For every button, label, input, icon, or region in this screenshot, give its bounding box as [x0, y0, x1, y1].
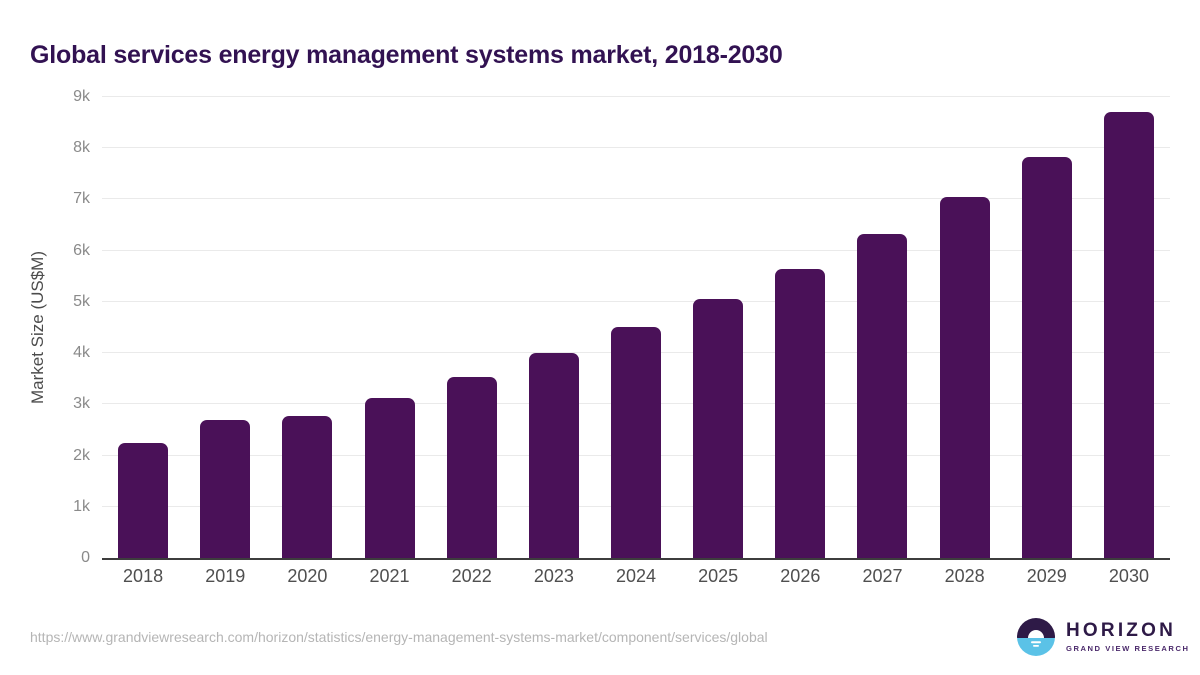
bar-slot [184, 97, 266, 558]
x-axis-label-2025: 2025 [698, 566, 739, 586]
bars-container [102, 97, 1170, 558]
x-axis-label-2022: 2022 [451, 566, 492, 586]
y-tick-label: 7k [73, 190, 90, 208]
y-tick-label: 2k [73, 446, 90, 464]
x-axis-label-2028: 2028 [944, 566, 985, 586]
bar-2026[interactable] [775, 268, 826, 558]
bar-2024[interactable] [611, 327, 662, 558]
bar-2025[interactable] [693, 298, 744, 558]
gridline [102, 249, 1170, 251]
horizon-logo: HORIZON GRAND VIEW RESEARCH [1017, 618, 1190, 656]
y-tick-label: 0 [81, 549, 90, 566]
y-tick-label: 1k [73, 497, 90, 515]
bar-2018[interactable] [118, 443, 169, 558]
bar-slot [759, 97, 841, 558]
y-tick-label: 8k [73, 139, 90, 157]
source-url: https://www.grandviewresearch.com/horizo… [30, 629, 768, 645]
x-axis-label-2029: 2029 [1026, 566, 1067, 586]
bar-slot [841, 97, 923, 558]
y-tick-label: 9k [73, 88, 90, 105]
x-axis-label-2027: 2027 [862, 566, 903, 586]
y-axis-title-label: Market Size (US$M) [28, 250, 47, 405]
bar-slot [924, 97, 1006, 558]
bar-slot [1088, 97, 1170, 558]
bar-2029[interactable] [1021, 157, 1072, 558]
bar-slot [102, 97, 184, 558]
x-axis-label-2018: 2018 [123, 566, 164, 586]
page-title: Global services energy management system… [30, 40, 783, 69]
x-axis-label-2024: 2024 [615, 566, 657, 586]
x-axis-label-2020: 2020 [287, 566, 328, 586]
bar-slot [513, 97, 595, 558]
y-axis-title: Market Size (US$M) [26, 97, 50, 558]
bar-2023[interactable] [528, 353, 579, 558]
x-axis-label-2030: 2030 [1108, 566, 1149, 586]
gridline [102, 198, 1170, 200]
bar-2030[interactable] [1103, 112, 1154, 558]
bar-2028[interactable] [939, 197, 990, 558]
x-axis-label-2026: 2026 [780, 566, 821, 586]
bar-2021[interactable] [364, 397, 415, 558]
y-tick-label: 5k [73, 292, 90, 310]
bar-2022[interactable] [446, 377, 497, 558]
y-tick-label: 3k [73, 395, 90, 413]
logo-brand: HORIZON [1066, 620, 1177, 642]
gridline [102, 300, 1170, 302]
horizon-logo-text: HORIZON GRAND VIEW RESEARCH [1066, 621, 1190, 653]
y-tick-label: 4k [73, 344, 90, 362]
bar-2019[interactable] [200, 419, 251, 558]
logo-tagline: GRAND VIEW RESEARCH [1066, 643, 1190, 653]
y-tick-label: 6k [73, 241, 90, 259]
bar-chart-plot-area: 0 1k 2k 3k 4k 5k 6k 7k 8k 9k [73, 88, 1170, 566]
bar-slot [266, 97, 348, 558]
horizon-logo-icon [1017, 618, 1055, 656]
gridline [102, 96, 1170, 97]
x-axis-label-2023: 2023 [533, 566, 574, 586]
x-axis-label-2021: 2021 [369, 566, 410, 586]
bar-slot [431, 97, 513, 558]
bar-slot [595, 97, 677, 558]
x-axis-label-2019: 2019 [205, 566, 246, 586]
bar-2027[interactable] [857, 234, 908, 558]
gridline [102, 147, 1170, 149]
bar-slot [1006, 97, 1088, 558]
bar-2020[interactable] [282, 415, 333, 558]
x-axis-labels: 2018 2019 2020 2021 2022 2023 2024 2025 2026 2027… [102, 566, 1170, 587]
bar-slot [677, 97, 759, 558]
bar-slot [348, 97, 430, 558]
